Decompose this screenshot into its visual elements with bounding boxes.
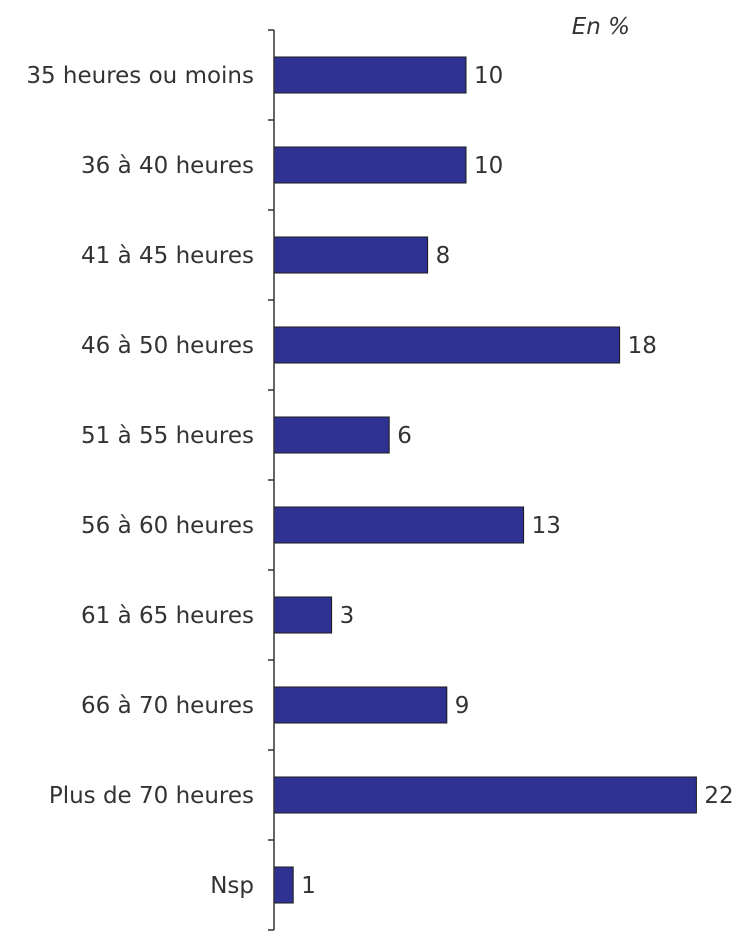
bar — [273, 146, 467, 184]
category-label: 46 à 50 heures — [81, 333, 254, 359]
bar — [273, 56, 467, 94]
category-label: 51 à 55 heures — [81, 423, 254, 449]
bar — [273, 686, 448, 724]
unit-label: En % — [572, 14, 630, 40]
value-labels-layer: 10 10 8 18 6 13 3 9 22 1 — [301, 63, 733, 899]
category-label: 56 à 60 heures — [81, 513, 254, 539]
data-label: 18 — [628, 333, 657, 359]
bar — [273, 326, 621, 364]
data-label: 10 — [474, 63, 503, 89]
category-label: 66 à 70 heures — [81, 693, 254, 719]
y-axis — [268, 29, 275, 931]
bar — [273, 236, 429, 274]
category-label: Plus de 70 heures — [49, 783, 254, 809]
category-label: 61 à 65 heures — [81, 603, 254, 629]
data-label: 9 — [455, 693, 470, 719]
bar — [273, 596, 333, 634]
data-label: 13 — [532, 513, 561, 539]
bar — [273, 866, 294, 904]
data-label: 3 — [340, 603, 355, 629]
category-labels-layer: 35 heures ou moins 36 à 40 heures 41 à 45 … — [26, 63, 254, 899]
category-label: 36 à 40 heures — [81, 153, 254, 179]
bar — [273, 776, 697, 814]
bars-layer — [273, 56, 697, 904]
bar — [273, 416, 390, 454]
category-label: 41 à 45 heures — [81, 243, 254, 269]
data-label: 1 — [301, 873, 316, 899]
bar — [273, 506, 525, 544]
category-label: Nsp — [210, 873, 254, 899]
category-label: 35 heures ou moins — [26, 63, 254, 89]
data-label: 8 — [436, 243, 451, 269]
data-label: 6 — [397, 423, 412, 449]
data-label: 10 — [474, 153, 503, 179]
data-label: 22 — [704, 783, 733, 809]
